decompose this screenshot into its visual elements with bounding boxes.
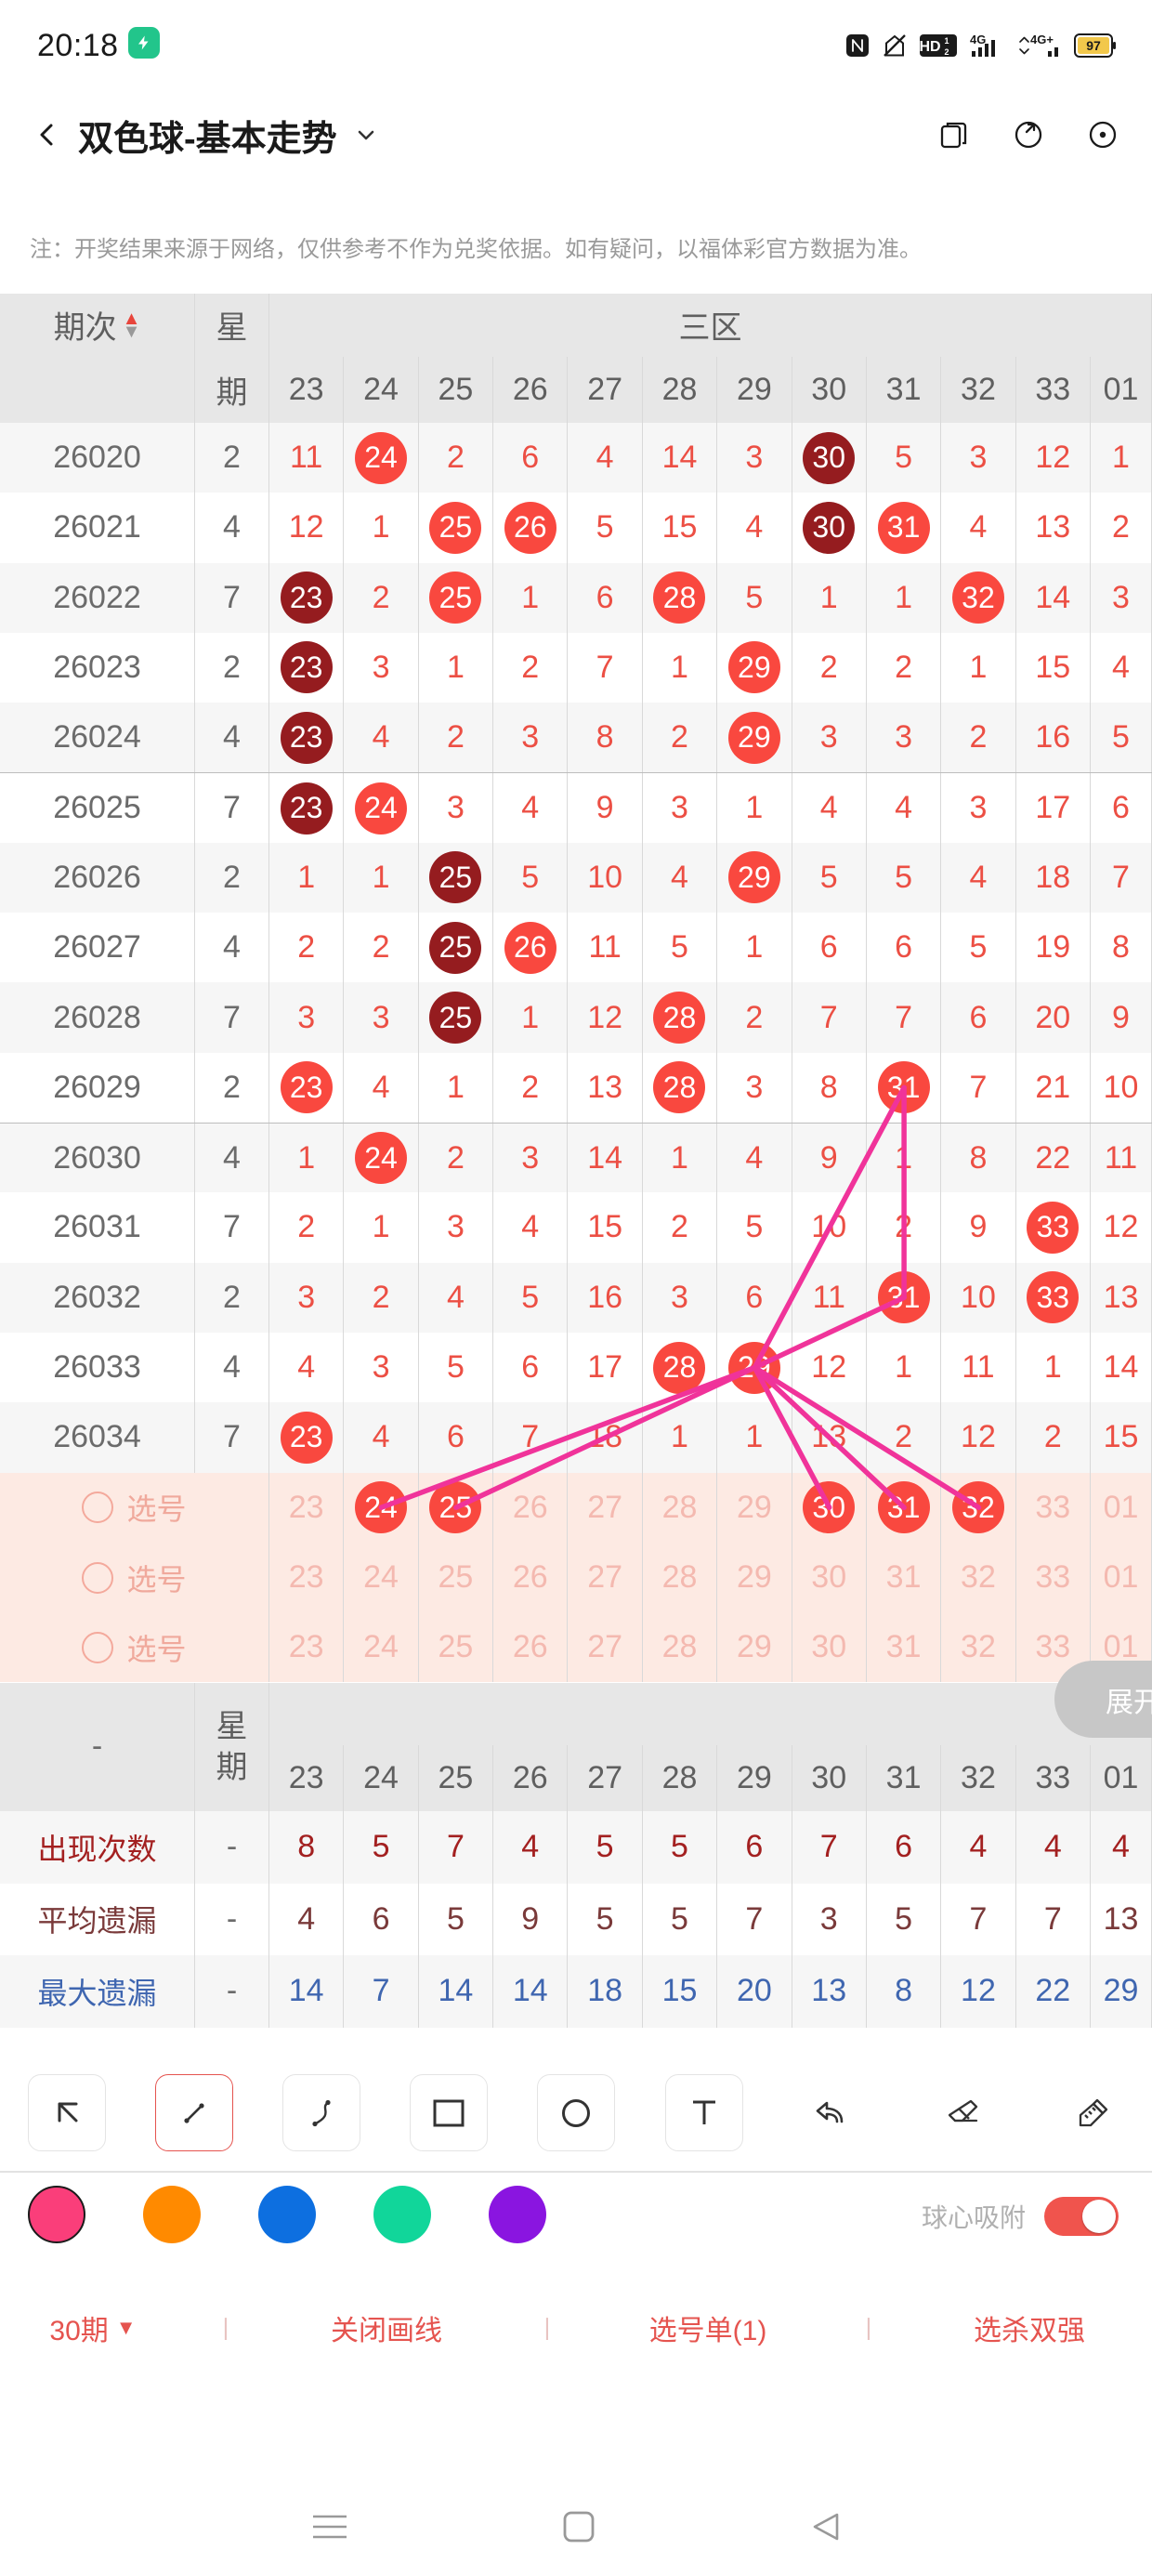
svg-text:4G+: 4G+ bbox=[1030, 33, 1054, 46]
svg-text:2: 2 bbox=[944, 47, 949, 57]
svg-text:4G: 4G bbox=[970, 33, 986, 46]
svg-text:HD: HD bbox=[920, 39, 941, 55]
svg-text:97: 97 bbox=[1086, 38, 1101, 53]
svg-text:1: 1 bbox=[944, 36, 949, 46]
